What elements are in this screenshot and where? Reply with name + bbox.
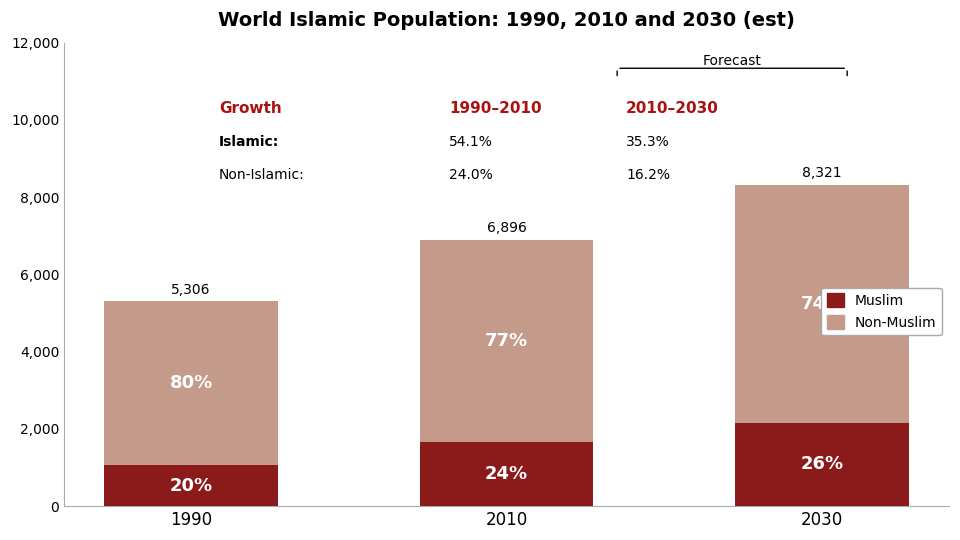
- Text: 16.2%: 16.2%: [626, 168, 670, 182]
- Text: 6,896: 6,896: [487, 221, 526, 235]
- Bar: [420, 240, 593, 442]
- Bar: [735, 422, 909, 506]
- Bar: [735, 185, 909, 422]
- Text: 35.3%: 35.3%: [626, 136, 670, 150]
- Text: 77%: 77%: [485, 332, 528, 350]
- Text: Growth: Growth: [219, 100, 282, 116]
- Text: 26%: 26%: [801, 455, 844, 473]
- Text: 54.1%: 54.1%: [449, 136, 492, 150]
- Bar: [420, 442, 593, 506]
- Text: 24%: 24%: [485, 465, 528, 483]
- Text: Forecast: Forecast: [703, 55, 761, 69]
- Title: World Islamic Population: 1990, 2010 and 2030 (est): World Islamic Population: 1990, 2010 and…: [218, 11, 795, 30]
- Text: 2010–2030: 2010–2030: [626, 100, 719, 116]
- Text: 80%: 80%: [170, 374, 213, 392]
- Text: 24.0%: 24.0%: [449, 168, 492, 182]
- Text: 1990–2010: 1990–2010: [449, 100, 541, 116]
- Text: 74%: 74%: [801, 295, 844, 313]
- Bar: [105, 465, 277, 506]
- Text: 5,306: 5,306: [172, 282, 211, 296]
- Bar: [105, 301, 277, 465]
- Text: 20%: 20%: [170, 476, 213, 495]
- Text: Islamic:: Islamic:: [219, 136, 279, 150]
- Text: Non-Islamic:: Non-Islamic:: [219, 168, 304, 182]
- Legend: Muslim, Non-Muslim: Muslim, Non-Muslim: [822, 288, 942, 335]
- Text: 8,321: 8,321: [803, 166, 842, 180]
